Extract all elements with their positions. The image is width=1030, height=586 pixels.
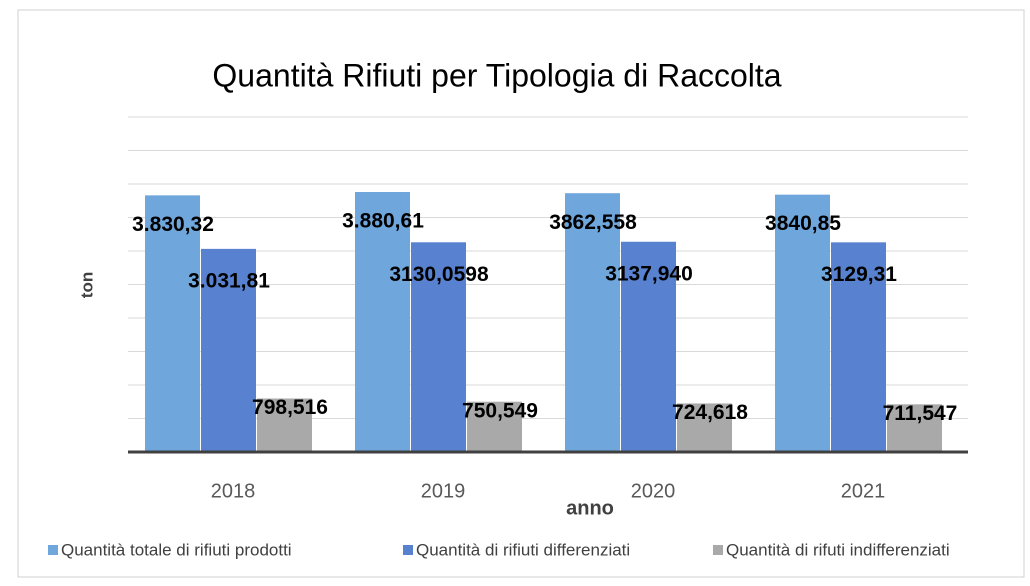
- data-label: 3129,31: [821, 263, 897, 286]
- bar: [565, 193, 620, 452]
- bar: [411, 242, 466, 452]
- bar: [887, 404, 942, 452]
- bar: [467, 401, 522, 452]
- x-tick-label: 2021: [841, 480, 886, 502]
- data-label: 798,516: [252, 396, 328, 419]
- data-label: 750,549: [462, 399, 538, 422]
- legend-swatch: [713, 545, 723, 555]
- x-tick-label: 2019: [421, 480, 466, 502]
- bar: [831, 242, 886, 452]
- data-label: 3130,0598: [389, 263, 489, 286]
- data-label: 3.830,32: [132, 213, 214, 236]
- bar: [677, 403, 732, 452]
- legend-swatch: [48, 545, 58, 555]
- x-tick-label: 2018: [211, 480, 256, 502]
- data-label: 3.880,61: [342, 210, 424, 233]
- data-label: 3862,558: [549, 211, 637, 234]
- chart-title: Quantità Rifiuti per Tipologia di Raccol…: [212, 57, 781, 93]
- bar: [257, 398, 312, 452]
- bar: [621, 241, 676, 452]
- data-label: 3137,940: [605, 262, 693, 285]
- x-axis-label: anno: [566, 497, 614, 519]
- bar: [145, 195, 200, 452]
- data-label: 711,547: [883, 402, 958, 425]
- x-tick-label: 2020: [631, 480, 676, 502]
- data-label: 3840,85: [765, 212, 841, 235]
- legend-swatch: [403, 545, 413, 555]
- legend-label: Quantità di rifiuti differenziati: [416, 540, 630, 559]
- bar: [201, 248, 256, 452]
- data-label: 3.031,81: [188, 269, 270, 292]
- bar: [775, 194, 830, 452]
- legend-label: Quantità totale di rifiuti prodotti: [61, 540, 292, 559]
- data-label: 724,618: [672, 401, 748, 424]
- y-axis-label: ton: [77, 272, 96, 298]
- bar: [355, 191, 410, 452]
- legend-label: Quantità di rifuti indifferenziati: [726, 540, 950, 559]
